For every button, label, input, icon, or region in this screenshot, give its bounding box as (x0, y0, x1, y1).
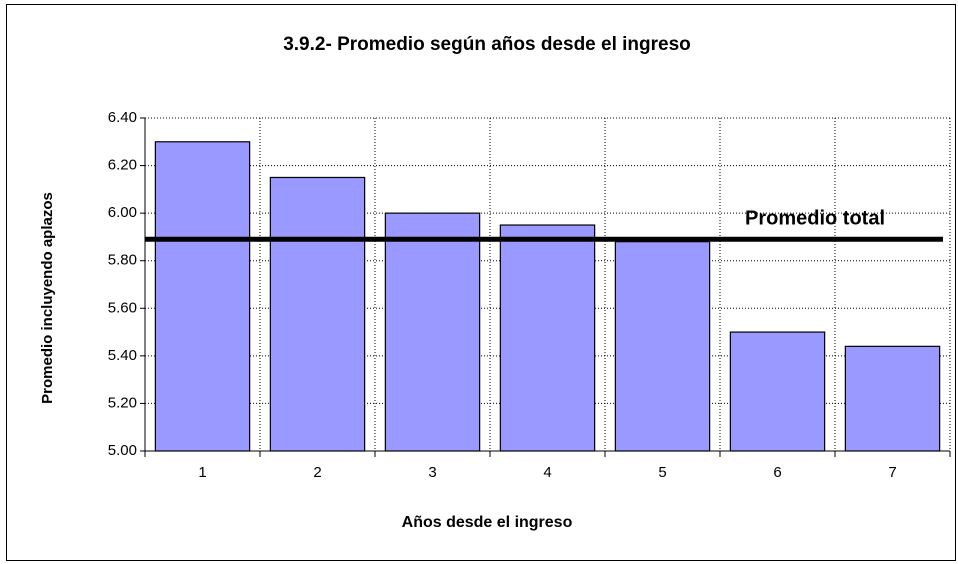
x-tick-label: 5 (658, 464, 666, 481)
y-tick-label: 5.40 (108, 347, 137, 364)
x-tick-label: 3 (428, 464, 436, 481)
bar (154, 141, 251, 452)
bar (499, 224, 596, 452)
reference-label: Promedio total (745, 208, 885, 230)
x-tick-label: 2 (313, 464, 321, 481)
bar (614, 241, 711, 452)
x-tick-label: 7 (888, 464, 896, 481)
x-tick-label: 1 (198, 464, 206, 481)
y-tick-label: 5.60 (108, 299, 137, 316)
y-tick-label: 6.00 (108, 204, 137, 221)
bar (269, 176, 366, 452)
y-tick-label: 5.80 (108, 252, 137, 269)
bar (729, 331, 826, 452)
x-axis-label: Años desde el ingreso (402, 514, 573, 531)
y-tick-label: 6.20 (108, 157, 137, 174)
x-tick-label: 6 (773, 464, 781, 481)
y-tick-label: 5.20 (108, 394, 137, 411)
y-tick-label: 6.40 (108, 109, 137, 126)
bar (384, 212, 481, 452)
y-axis-label: Promedio incluyendo aplazos (39, 192, 56, 404)
x-tick-label: 4 (543, 464, 551, 481)
chart-border (6, 4, 956, 561)
bar (844, 345, 941, 452)
chart-title: 3.9.2- Promedio según años desde el ingr… (283, 34, 691, 55)
y-tick-label: 5.00 (108, 442, 137, 459)
